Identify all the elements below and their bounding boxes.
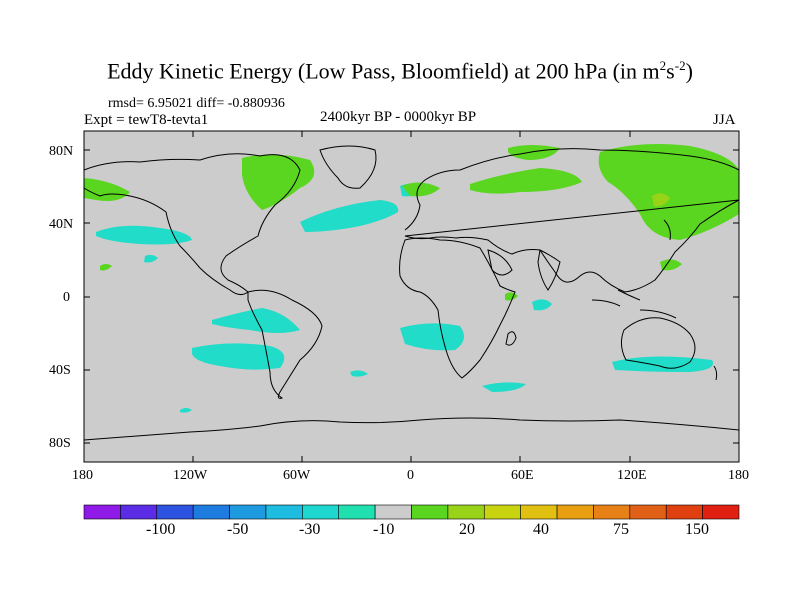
lon-label-120e: 120E xyxy=(617,468,647,483)
colorbar-swatch xyxy=(702,504,740,520)
colorbar xyxy=(83,504,740,520)
colorbar-label: 20 xyxy=(459,521,475,538)
colorbar-swatch xyxy=(265,504,303,520)
lon-label-0: 0 xyxy=(407,468,414,483)
colorbar-swatch xyxy=(83,504,121,520)
colorbar-label: -100 xyxy=(146,521,176,538)
colorbar-label: -50 xyxy=(227,521,249,538)
lat-label-80n: 80N xyxy=(49,144,74,159)
experiment-label: Expt = tewT8-tevta1 xyxy=(84,112,209,128)
colorbar-label: -30 xyxy=(299,521,321,538)
lat-label-40n: 40N xyxy=(49,217,74,232)
lon-label-180e: 180 xyxy=(728,468,749,483)
strong-positive-spot xyxy=(652,193,670,207)
colorbar-swatch xyxy=(192,504,230,520)
colorbar-swatch xyxy=(229,504,267,520)
lon-label-120w: 120W xyxy=(173,468,208,483)
colorbar-label: 75 xyxy=(613,521,629,538)
plot-title: Eddy Kinetic Energy (Low Pass, Bloomfiel… xyxy=(107,58,693,84)
lat-label-80s: 80S xyxy=(49,436,71,451)
colorbar-label: 150 xyxy=(685,521,709,538)
colorbar-swatch xyxy=(665,504,703,520)
colorbar-swatch xyxy=(556,504,594,520)
colorbar-swatch xyxy=(593,504,631,520)
lon-label-180w: 180 xyxy=(72,468,93,483)
negative-anomaly-regions xyxy=(96,183,714,413)
coastlines xyxy=(83,145,740,441)
colorbar-swatch xyxy=(156,504,194,520)
colorbar-swatch xyxy=(411,504,449,520)
colorbar-swatch xyxy=(447,504,485,520)
lat-label-0: 0 xyxy=(63,290,70,305)
stats-text: rmsd= 6.95021 diff= -0.880936 xyxy=(108,96,285,111)
positive-anomaly-regions xyxy=(84,144,739,301)
colorbar-swatch xyxy=(302,504,340,520)
colorbar-swatch xyxy=(338,504,376,520)
colorbar-swatch xyxy=(520,504,558,520)
period-label: 2400kyr BP - 0000kyr BP xyxy=(320,109,477,125)
colorbar-swatch xyxy=(374,504,412,520)
lon-label-60w: 60W xyxy=(283,468,311,483)
lon-label-60e: 60E xyxy=(511,468,534,483)
colorbar-label: 40 xyxy=(533,521,549,538)
colorbar-label: -10 xyxy=(373,521,395,538)
colorbar-swatch xyxy=(120,504,158,520)
lat-label-40s: 40S xyxy=(49,363,71,378)
colorbar-swatch xyxy=(629,504,667,520)
season-label: JJA xyxy=(713,112,736,128)
colorbar-swatch xyxy=(483,504,521,520)
